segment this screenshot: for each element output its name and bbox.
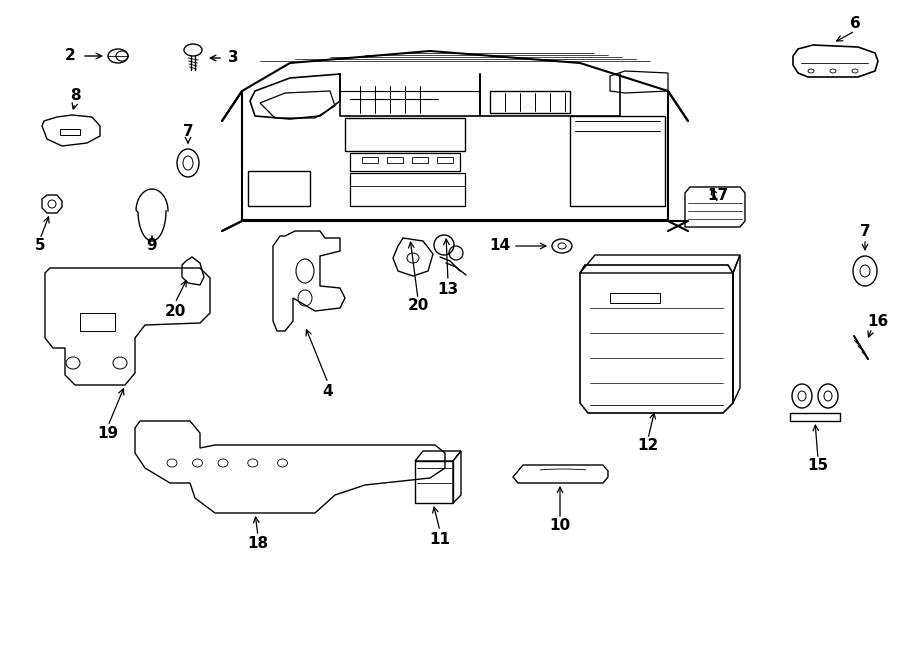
Text: 7: 7 [860, 223, 870, 239]
Text: 4: 4 [323, 383, 333, 399]
Text: 11: 11 [429, 531, 451, 547]
Text: 20: 20 [408, 299, 428, 313]
Text: 15: 15 [807, 459, 829, 473]
Text: 17: 17 [707, 188, 729, 204]
Text: 12: 12 [637, 438, 659, 453]
Text: 6: 6 [850, 15, 860, 30]
Text: 5: 5 [35, 239, 45, 254]
Text: 13: 13 [437, 282, 459, 297]
Text: 14: 14 [489, 239, 510, 254]
Text: 8: 8 [69, 89, 80, 104]
Text: 18: 18 [248, 535, 268, 551]
Text: 9: 9 [147, 239, 158, 254]
Text: 3: 3 [228, 50, 238, 65]
Text: 2: 2 [65, 48, 76, 63]
Text: 20: 20 [165, 303, 185, 319]
Text: 10: 10 [549, 518, 571, 533]
Text: 7: 7 [183, 124, 194, 139]
Text: 19: 19 [97, 426, 119, 440]
Text: 16: 16 [868, 313, 888, 329]
